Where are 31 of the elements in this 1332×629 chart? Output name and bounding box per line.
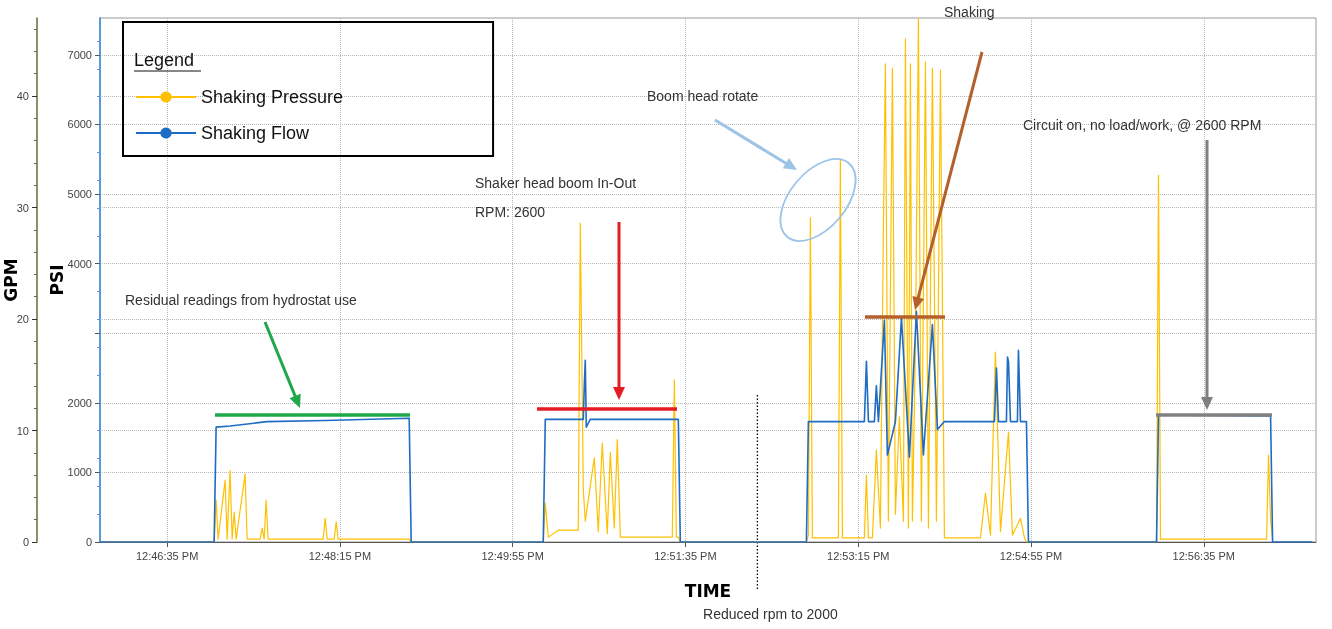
y-axis-title: PSI [46, 264, 67, 296]
y2-tick-label: 30 [16, 201, 29, 214]
y-tick-label: 2000 [67, 396, 92, 409]
legend-label: Shaking Flow [201, 123, 311, 143]
legend-label: Shaking Pressure [201, 87, 344, 107]
y2-tick-label: 40 [16, 90, 29, 103]
annotation: Boom head rotate [647, 88, 759, 104]
y2-tick-label: 20 [16, 313, 29, 326]
x-tick-label: 12:53:15 PM [827, 549, 890, 562]
annotation: Residual readings from hydrostat use [125, 292, 358, 308]
x-tick-label: 12:46:35 PM [135, 549, 199, 562]
y-tick-label: 0 [85, 536, 92, 548]
annotation: Shaking [944, 4, 995, 20]
y2-tick-label: 0 [22, 536, 29, 548]
y-tick-label: 7000 [67, 48, 92, 61]
y2-tick-label: 10 [16, 424, 29, 437]
legend-title: Legend [134, 50, 195, 70]
annotation: Circuit on, no load/work, @ 2600 RPM [1023, 117, 1262, 133]
ref-line-label: Reduced rpm to 2000 [703, 606, 838, 622]
x-tick-label: 12:49:55 PM [481, 549, 544, 562]
x-tick-label: 12:56:35 PM [1172, 549, 1235, 562]
y-tick-label: 1000 [67, 466, 92, 479]
y2-axis-title: GPM [0, 258, 21, 302]
x-axis-title: TIME [684, 580, 732, 601]
x-tick-label: 12:48:15 PM [308, 549, 372, 562]
x-tick-label: 12:51:35 PM [654, 549, 717, 562]
x-tick-label: 12:54:55 PM [999, 549, 1063, 562]
y-tick-label: 4000 [67, 257, 92, 270]
y-tick-label: 6000 [67, 118, 92, 131]
y-tick-label: 5000 [67, 188, 92, 201]
annotation: Shaker head boom In-Out RPM: 2600 [475, 174, 637, 220]
